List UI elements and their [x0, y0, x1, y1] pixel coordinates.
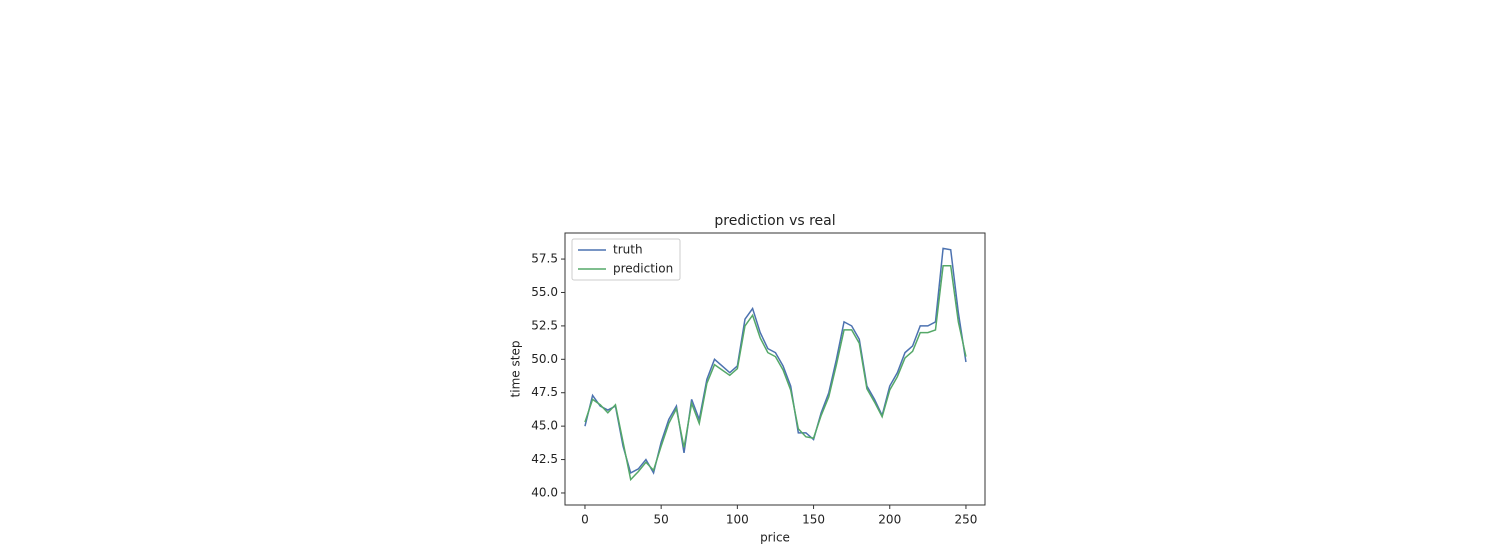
y-tick-label: 45.0	[531, 419, 558, 433]
y-tick-label: 55.0	[531, 285, 558, 299]
legend-label: prediction	[613, 262, 673, 276]
y-tick-label: 50.0	[531, 352, 558, 366]
x-tick-label: 100	[726, 513, 749, 527]
chart-title: prediction vs real	[714, 213, 835, 229]
plot-frame	[564, 232, 986, 506]
y-tick-label: 40.0	[531, 485, 558, 499]
x-tick-label: 200	[878, 513, 901, 527]
y-tick-label: 47.5	[531, 385, 558, 399]
y-axis-label: time step	[509, 341, 523, 398]
y-tick-label: 42.5	[531, 452, 558, 466]
x-tick-label: 0	[581, 513, 589, 527]
data-line	[584, 247, 967, 475]
legend-label: truth	[613, 243, 643, 257]
x-tick-label: 150	[802, 513, 825, 527]
x-tick-label: 50	[654, 513, 669, 527]
data-line	[584, 264, 967, 482]
x-axis-label: price	[760, 531, 790, 545]
y-tick-label: 52.5	[531, 318, 558, 332]
y-tick-label: 57.5	[531, 252, 558, 266]
x-tick-label: 250	[954, 513, 977, 527]
